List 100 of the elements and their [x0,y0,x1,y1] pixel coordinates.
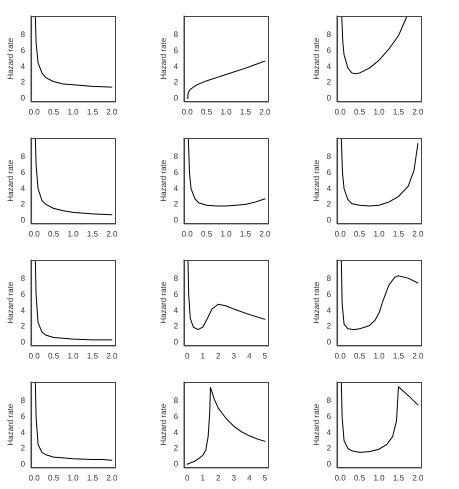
y-tick-label: 2 [326,322,332,331]
y-tick-label: 8 [174,396,179,406]
x-tick-label: 2 [216,473,222,482]
y-tick-label: 0 [326,459,332,468]
y-tick-label: 2 [20,78,26,87]
x-tick-label: 0.5 [201,229,213,238]
x-tick-label: 1.5 [86,107,99,116]
y-tick-label: 2 [174,444,179,453]
y-tick-label: 6 [174,168,179,177]
y-tick-label: 4 [20,184,26,193]
y-tick-label: 8 [20,152,26,162]
y-tick-label: 8 [326,396,332,406]
y-tick-label: 2 [326,200,332,209]
y-tick-label: 4 [174,184,179,193]
x-tick-label: 1.0 [373,229,386,238]
x-tick-label: 0.5 [354,107,366,116]
y-tick-label: 4 [20,428,26,437]
x-tick-label: 0.0 [334,351,346,360]
y-tick-label: 6 [20,290,26,299]
x-tick-label: 1.5 [86,351,99,360]
x-tick-label: 1.5 [86,473,99,482]
x-tick-label: 2.0 [412,473,424,482]
x-tick-label: 0.0 [28,473,40,482]
x-tick-label: 2.0 [106,351,118,360]
y-axis-title: Hazard rate [6,281,16,324]
y-tick-label: 8 [174,30,179,40]
y-tick-label: 0 [20,459,26,468]
x-tick-label: 3 [232,473,237,482]
x-tick-label: 1.0 [67,107,80,116]
y-tick-label: 0 [20,337,26,346]
y-tick-label: 0 [174,337,179,346]
x-tick-label: 1.0 [373,107,386,116]
x-tick-label: 2.0 [412,351,424,360]
y-axis-title: Hazard rate [312,37,322,80]
y-tick-label: 6 [20,168,26,177]
y-tick-label: 6 [174,290,179,299]
y-tick-label: 6 [174,46,179,55]
y-tick-label: 2 [326,444,332,453]
y-tick-label: 8 [326,274,332,284]
x-tick-label: 0 [184,473,190,482]
y-tick-label: 0 [20,93,26,102]
y-axis-title: Hazard rate [312,159,322,202]
x-tick-label: 2.0 [106,229,118,238]
y-tick-label: 6 [326,168,332,177]
x-tick-label: 1 [200,473,206,482]
y-tick-label: 4 [326,306,332,315]
y-tick-label: 8 [20,396,26,406]
x-tick-label: 0.0 [28,229,40,238]
y-tick-label: 6 [174,412,179,421]
x-tick-label: 0.0 [334,107,346,116]
x-tick-label: 0.0 [182,229,194,238]
x-tick-label: 0.5 [354,473,366,482]
y-tick-label: 4 [174,428,179,437]
y-tick-label: 0 [326,93,332,102]
y-tick-label: 8 [20,30,26,40]
x-tick-label: 0.0 [28,351,40,360]
x-tick-label: 4 [247,351,252,360]
x-tick-label: 0 [184,351,190,360]
x-tick-label: 1.5 [86,229,99,238]
x-tick-label: 1.5 [392,107,405,116]
x-tick-label: 2.0 [259,107,271,116]
x-tick-label: 1.0 [220,107,232,116]
y-tick-label: 2 [20,200,26,209]
x-tick-label: 5 [262,473,268,482]
x-tick-label: 5 [262,351,268,360]
y-tick-label: 0 [174,459,179,468]
y-tick-label: 8 [174,274,179,284]
x-tick-label: 1.5 [240,229,252,238]
y-tick-label: 2 [20,322,26,331]
x-tick-label: 0.5 [354,351,366,360]
y-tick-label: 6 [20,412,26,421]
y-axis-title: Hazard rate [159,37,168,80]
y-tick-label: 2 [174,78,179,87]
x-tick-label: 1.0 [373,351,386,360]
x-tick-label: 0.5 [201,107,213,116]
x-tick-label: 2.0 [106,107,118,116]
y-tick-label: 4 [326,428,332,437]
y-axis-title: Hazard rate [312,403,322,446]
x-tick-label: 1.0 [220,229,232,238]
y-tick-label: 4 [326,184,332,193]
x-tick-label: 1 [200,351,206,360]
y-tick-label: 2 [326,78,332,87]
x-tick-label: 2.0 [412,229,424,238]
y-axis-title: Hazard rate [159,281,168,324]
y-tick-label: 8 [174,152,179,162]
x-tick-label: 0.5 [48,473,60,482]
y-axis-title: Hazard rate [312,281,322,324]
x-tick-label: 0.5 [354,229,366,238]
y-tick-label: 2 [20,444,26,453]
x-tick-label: 0.0 [334,473,346,482]
x-tick-label: 2.0 [412,107,424,116]
x-tick-label: 1.5 [392,351,405,360]
x-tick-label: 1.0 [373,473,386,482]
y-tick-label: 4 [20,306,26,315]
y-tick-label: 2 [174,322,179,331]
y-tick-label: 4 [174,62,179,71]
x-tick-label: 2.0 [106,473,118,482]
x-tick-label: 1.0 [67,351,80,360]
x-tick-label: 0.0 [334,229,346,238]
x-tick-label: 2 [216,351,222,360]
